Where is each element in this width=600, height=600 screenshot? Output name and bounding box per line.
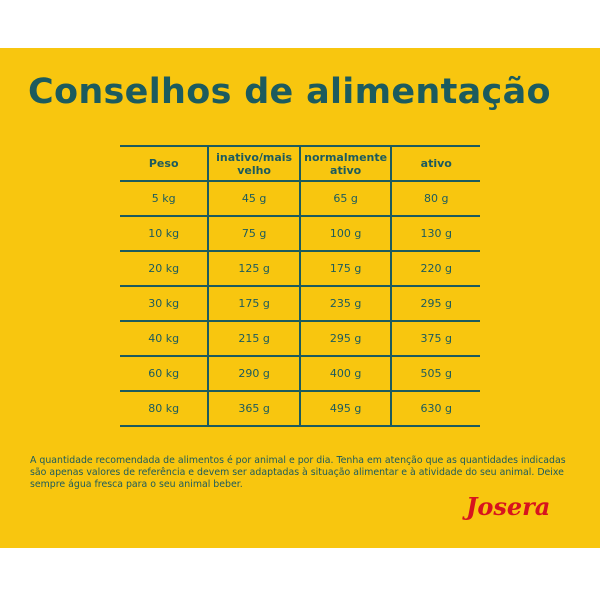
table-cell: 10 kg [120,217,208,252]
table-cell: 75 g [207,217,299,252]
table-cell: 130 g [390,217,480,252]
table-cell: 60 kg [120,357,208,392]
table-cell: 400 g [298,357,391,392]
table-cell: 40 kg [120,322,208,357]
table-cell: 65 g [298,182,391,217]
table-cell: 505 g [390,357,480,392]
table-cell: 80 g [390,182,480,217]
column-header: Peso [120,145,208,182]
table-row: 80 kg 365 g 495 g 630 g [120,392,480,427]
table-cell: 495 g [298,392,391,427]
table-row: 10 kg 75 g 100 g 130 g [120,217,480,252]
table-row: 30 kg 175 g 235 g 295 g [120,287,480,322]
table-cell: 175 g [207,287,299,322]
logo: Josera [466,492,551,521]
table-row: 60 kg 290 g 400 g 505 g [120,357,480,392]
table-cell: 5 kg [120,182,208,217]
table-cell: 80 kg [120,392,208,427]
table-cell: 375 g [390,322,480,357]
table-cell: 365 g [207,392,299,427]
table-cell: 175 g [298,252,391,287]
column-header: inativo/mais velho [207,145,299,182]
header-row: Peso inativo/mais velho normalmente ativo a… [120,145,480,182]
table-row: 5 kg 45 g 65 g 80 g [120,182,480,217]
table-cell: 295 g [390,287,480,322]
table-cell: 235 g [298,287,391,322]
table-cell: 295 g [298,322,391,357]
table-body: 5 kg 45 g 65 g 80 g 10 kg 75 g 100 g 130 g 20 kg… [120,182,480,427]
table-cell: 100 g [298,217,391,252]
table-cell: 45 g [207,182,299,217]
table-row: 40 kg 215 g 295 g 375 g [120,322,480,357]
feeding-table: Peso inativo/mais velho normalmente ativo a… [120,145,480,427]
table-cell: 30 kg [120,287,208,322]
title: Conselhos de alimentação [28,72,551,112]
column-header: ativo [390,145,480,182]
table-cell: 20 kg [120,252,208,287]
table-cell: 125 g [207,252,299,287]
table-cell: 220 g [390,252,480,287]
column-header: normalmente ativo [298,145,391,182]
table-cell: 215 g [207,322,299,357]
table-row: 20 kg 125 g 175 g 220 g [120,252,480,287]
table-cell: 630 g [390,392,480,427]
table-cell: 290 g [207,357,299,392]
footnote: A quantidade recomendada de alimentos é … [30,455,566,490]
